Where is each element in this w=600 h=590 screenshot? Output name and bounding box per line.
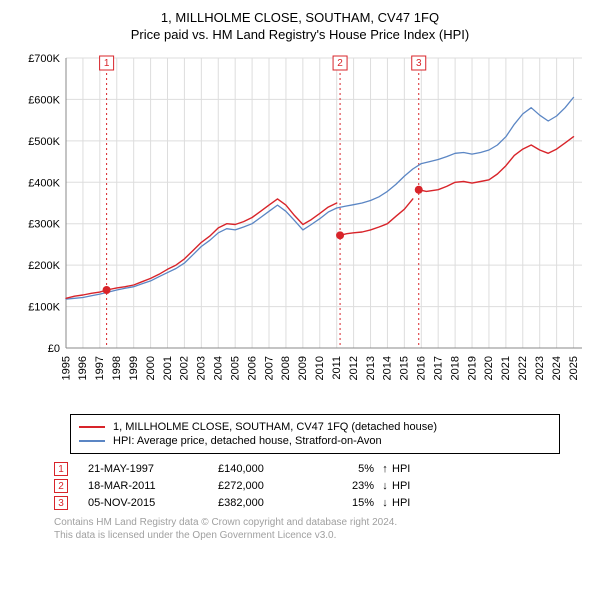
- title-block: 1, MILLHOLME CLOSE, SOUTHAM, CV47 1FQ Pr…: [10, 10, 590, 42]
- svg-text:2006: 2006: [246, 356, 258, 380]
- svg-text:2000: 2000: [145, 356, 157, 380]
- legend-swatch: [79, 440, 105, 442]
- event-date: 05-NOV-2015: [88, 497, 218, 509]
- svg-text:£300K: £300K: [28, 219, 60, 231]
- svg-text:1997: 1997: [94, 356, 106, 380]
- svg-text:3: 3: [416, 58, 422, 69]
- svg-text:2011: 2011: [331, 356, 343, 380]
- svg-text:2004: 2004: [213, 356, 225, 380]
- events-table: 121-MAY-1997£140,0005%↑HPI218-MAR-2011£2…: [54, 462, 560, 510]
- legend-item: 1, MILLHOLME CLOSE, SOUTHAM, CV47 1FQ (d…: [79, 421, 551, 433]
- svg-text:£200K: £200K: [28, 260, 60, 272]
- svg-text:2015: 2015: [399, 356, 411, 380]
- svg-text:1999: 1999: [128, 356, 140, 380]
- svg-text:£100K: £100K: [28, 302, 60, 314]
- svg-text:2: 2: [337, 58, 343, 69]
- legend: 1, MILLHOLME CLOSE, SOUTHAM, CV47 1FQ (d…: [70, 414, 560, 454]
- svg-text:£400K: £400K: [28, 177, 60, 189]
- event-arrow-icon: ↓: [378, 497, 392, 509]
- svg-text:£0: £0: [48, 343, 60, 355]
- chart-area: £0 £100K £200K £300K £400K £500K £600K £700K 199…: [10, 48, 590, 408]
- legend-label: 1, MILLHOLME CLOSE, SOUTHAM, CV47 1FQ (d…: [113, 421, 437, 433]
- svg-text:2007: 2007: [263, 356, 275, 380]
- title-address: 1, MILLHOLME CLOSE, SOUTHAM, CV47 1FQ: [10, 10, 590, 25]
- attribution-line: Contains HM Land Registry data © Crown c…: [54, 516, 560, 529]
- event-marker-box: 2: [54, 479, 68, 493]
- event-marker-box: 1: [54, 462, 68, 476]
- svg-text:2010: 2010: [314, 356, 326, 380]
- svg-text:1998: 1998: [111, 356, 123, 380]
- svg-text:2001: 2001: [162, 356, 174, 380]
- svg-text:2013: 2013: [365, 356, 377, 380]
- line-chart: £0 £100K £200K £300K £400K £500K £600K £700K 199…: [10, 48, 590, 408]
- svg-text:2016: 2016: [416, 356, 428, 380]
- event-row: 1 21-MAY-1997£140,0005%↑HPI: [54, 462, 560, 476]
- svg-text:2009: 2009: [297, 356, 309, 380]
- event-arrow-icon: ↓: [378, 480, 392, 492]
- legend-item: HPI: Average price, detached house, Stra…: [79, 435, 551, 447]
- event-row: 3 05-NOV-2015£382,00015%↓HPI: [54, 496, 560, 510]
- event-date: 18-MAR-2011: [88, 480, 218, 492]
- event-pct: 15%: [328, 497, 378, 509]
- svg-text:1: 1: [104, 58, 110, 69]
- svg-text:£700K: £700K: [28, 53, 60, 65]
- event-hpi-label: HPI: [392, 463, 410, 475]
- svg-text:2003: 2003: [196, 356, 208, 380]
- svg-text:1996: 1996: [77, 356, 89, 380]
- svg-text:2018: 2018: [449, 356, 461, 380]
- event-date: 21-MAY-1997: [88, 463, 218, 475]
- attribution: Contains HM Land Registry data © Crown c…: [54, 516, 560, 542]
- event-arrow-icon: ↑: [378, 463, 392, 475]
- svg-text:2022: 2022: [517, 356, 529, 380]
- legend-label: HPI: Average price, detached house, Stra…: [113, 435, 382, 447]
- svg-text:£600K: £600K: [28, 94, 60, 106]
- svg-text:2005: 2005: [229, 356, 241, 380]
- svg-text:2014: 2014: [382, 356, 394, 380]
- svg-text:2008: 2008: [280, 356, 292, 380]
- svg-text:2023: 2023: [534, 356, 546, 380]
- legend-swatch: [79, 426, 105, 428]
- svg-text:1995: 1995: [60, 356, 72, 380]
- event-marker-box: 3: [54, 496, 68, 510]
- event-pct: 23%: [328, 480, 378, 492]
- event-pct: 5%: [328, 463, 378, 475]
- event-row: 2 18-MAR-2011£272,00023%↓HPI: [54, 479, 560, 493]
- svg-text:£500K: £500K: [28, 136, 60, 148]
- event-hpi-label: HPI: [392, 497, 410, 509]
- svg-text:2002: 2002: [179, 356, 191, 380]
- svg-text:2025: 2025: [568, 356, 580, 380]
- svg-text:2017: 2017: [432, 356, 444, 380]
- title-subtitle: Price paid vs. HM Land Registry's House …: [10, 27, 590, 42]
- svg-text:2012: 2012: [348, 356, 360, 380]
- chart-container: 1, MILLHOLME CLOSE, SOUTHAM, CV47 1FQ Pr…: [0, 0, 600, 552]
- svg-text:2020: 2020: [483, 356, 495, 380]
- attribution-line: This data is licensed under the Open Gov…: [54, 529, 560, 542]
- event-price: £272,000: [218, 480, 328, 492]
- event-price: £140,000: [218, 463, 328, 475]
- svg-text:2021: 2021: [500, 356, 512, 380]
- svg-text:2024: 2024: [551, 356, 563, 380]
- event-price: £382,000: [218, 497, 328, 509]
- svg-text:2019: 2019: [466, 356, 478, 380]
- event-hpi-label: HPI: [392, 480, 410, 492]
